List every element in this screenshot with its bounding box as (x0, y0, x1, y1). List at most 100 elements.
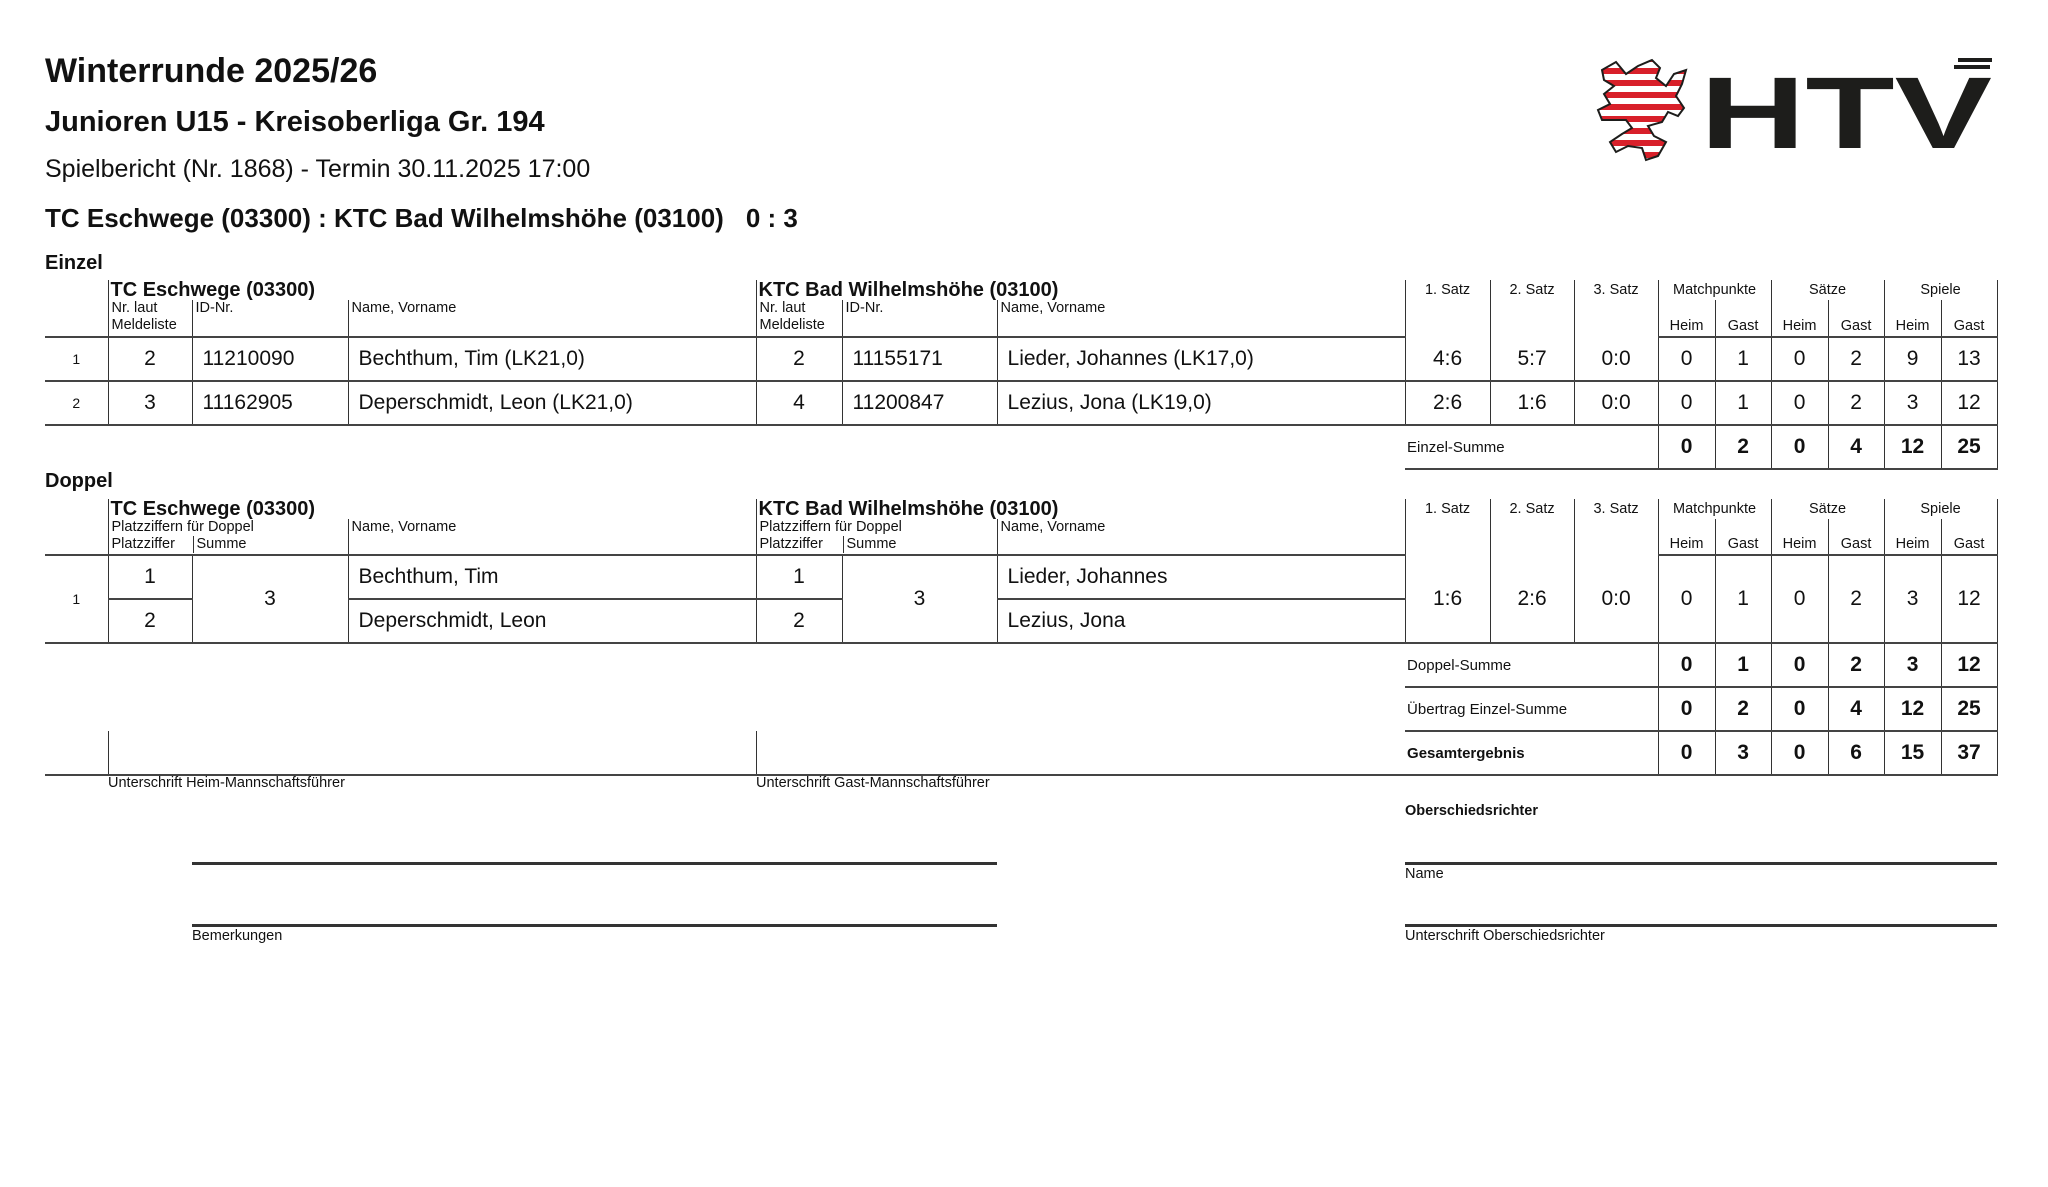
carry-label: Übertrag Einzel-Summe (1405, 687, 1659, 732)
header-matchpunkte: Matchpunkte (1657, 499, 1772, 519)
cell: 3 (191, 555, 348, 644)
player-name: Lieder, Johannes (996, 555, 1406, 600)
table-row: 2 Deperschmidt, Leon 2 Lezius, Jona (45, 599, 1997, 644)
match-title: TC Eschwege (03300) : KTC Bad Wilhelmshö… (45, 203, 798, 234)
header-heim: Heim (1657, 519, 1716, 556)
einzel-section-title: Einzel (45, 252, 103, 274)
header-saetze: Sätze (1770, 280, 1885, 300)
cell: 4 (755, 381, 843, 426)
header-name: Name, Vorname (996, 300, 1406, 338)
einzel-home-team: TC Eschwege (03300) (107, 280, 757, 300)
header-nr-meldeliste: Nr. laut Meldeliste (755, 300, 843, 338)
cell: 5:7 (1489, 337, 1575, 382)
header-nr-meldeliste: Nr. laut Meldeliste (107, 300, 192, 338)
hessian-lion-icon: HTV (1596, 56, 1992, 170)
cell: 11162905 (191, 381, 348, 426)
cell: 3 (1883, 555, 1942, 644)
sum-cell: 4 (1827, 425, 1885, 470)
logo-text: HTV (1700, 56, 1992, 164)
player-name: Bechthum, Tim (LK21,0) (347, 337, 757, 382)
season-title: Winterrunde 2025/26 (45, 52, 378, 90)
header-gast: Gast (1940, 519, 1998, 556)
header-platzziffern: Platzziffern für Doppel Platzziffer Summe (107, 519, 348, 556)
sum-cell: 0 (1770, 687, 1829, 732)
header-name: Name, Vorname (347, 519, 757, 556)
cell: 11210090 (191, 337, 348, 382)
cell: 1 (107, 555, 192, 600)
cell: 2 (755, 337, 843, 382)
einzel-sum-label: Einzel-Summe (1405, 425, 1659, 470)
header-heim: Heim (1657, 300, 1716, 338)
header-satz3: 3. Satz (1573, 280, 1659, 337)
doppel-table: TC Eschwege (03300) KTC Bad Wilhelmshöhe… (45, 499, 1998, 776)
remarks-label: Bemerkungen (192, 928, 283, 944)
cell: 3 (1883, 381, 1942, 426)
table-row: 1 1 3 Bechthum, Tim 1 3 Lieder, Johannes… (45, 555, 1998, 644)
referee-name-line[interactable] (1405, 862, 1997, 865)
header-heim: Heim (1770, 300, 1829, 338)
doppel-guest-team: KTC Bad Wilhelmshöhe (03100) (755, 499, 1406, 519)
header-gast: Gast (1714, 300, 1772, 338)
cell: 3 (841, 555, 998, 644)
sum-cell: 6 (1827, 731, 1885, 776)
sum-cell: 0 (1657, 731, 1716, 776)
cell: 2 (1827, 555, 1885, 644)
sum-cell: 2 (1714, 687, 1772, 732)
cell: 0 (1657, 555, 1716, 644)
cell: 0 (1657, 381, 1716, 426)
cell: 0:0 (1573, 381, 1659, 426)
sum-cell: 0 (1770, 731, 1829, 776)
player-name: Deperschmidt, Leon (LK21,0) (347, 381, 757, 426)
header-satz2: 2. Satz (1489, 499, 1575, 555)
htv-logo: HTV (1596, 56, 1998, 170)
row-number: 1 (45, 337, 108, 382)
header-gast: Gast (1827, 519, 1885, 556)
sum-cell: 0 (1770, 425, 1829, 470)
carry-sum-row: Übertrag Einzel-Summe 0 2 0 4 12 25 (45, 687, 1998, 732)
match-score: 0 : 3 (745, 203, 798, 233)
sig-home-label: Unterschrift Heim-Mannschaftsführer (108, 775, 345, 791)
sum-cell: 4 (1827, 687, 1885, 732)
cell: 1 (1714, 337, 1772, 382)
header-spiele: Spiele (1883, 280, 1998, 300)
cell: 2 (755, 599, 843, 644)
cell: 0 (1657, 337, 1716, 382)
cell: 2 (1827, 381, 1885, 426)
header-gast: Gast (1940, 300, 1998, 338)
sum-cell: 12 (1883, 425, 1942, 470)
sum-cell: 15 (1883, 731, 1942, 776)
header-saetze: Sätze (1770, 499, 1885, 519)
referee-signature-line[interactable] (1405, 924, 1997, 927)
remarks-line[interactable] (192, 924, 997, 927)
header-name: Name, Vorname (996, 519, 1406, 556)
cell: 1 (755, 555, 843, 600)
sum-cell: 2 (1827, 643, 1885, 688)
player-name: Bechthum, Tim (347, 555, 757, 600)
einzel-table: TC Eschwege (03300) KTC Bad Wilhelmshöhe… (45, 280, 1998, 470)
doppel-sum-row: Doppel-Summe 0 1 0 2 3 12 (45, 643, 1998, 688)
table-row: 2 3 11162905 Deperschmidt, Leon (LK21,0) 4 11… (45, 381, 1998, 426)
referee-signature-label: Unterschrift Oberschiedsrichter (1405, 928, 1605, 944)
sum-cell: 12 (1883, 687, 1942, 732)
doppel-section-title: Doppel (45, 470, 113, 492)
row-number: 2 (45, 381, 108, 426)
sum-cell: 1 (1714, 643, 1772, 688)
home-captain-signature-field[interactable] (107, 731, 757, 776)
sum-cell: 25 (1940, 687, 1998, 732)
cell: 13 (1940, 337, 1998, 382)
sum-cell: 37 (1940, 731, 1998, 776)
signature-line (192, 862, 997, 865)
einzel-guest-team: KTC Bad Wilhelmshöhe (03100) (755, 280, 1406, 300)
doppel-home-team: TC Eschwege (03300) (107, 499, 757, 519)
cell: 1 (1714, 381, 1772, 426)
sum-cell: 0 (1657, 643, 1716, 688)
total-row: Gesamtergebnis 0 3 0 6 15 37 (45, 731, 1998, 776)
header-heim: Heim (1883, 300, 1942, 338)
cell: 0:0 (1573, 337, 1659, 382)
header-gast: Gast (1827, 300, 1885, 338)
guest-captain-signature-field[interactable] (755, 731, 1406, 776)
header-name: Name, Vorname (347, 300, 757, 338)
sum-cell: 2 (1714, 425, 1772, 470)
cell: 2 (1827, 337, 1885, 382)
header-id: ID-Nr. (191, 300, 348, 338)
